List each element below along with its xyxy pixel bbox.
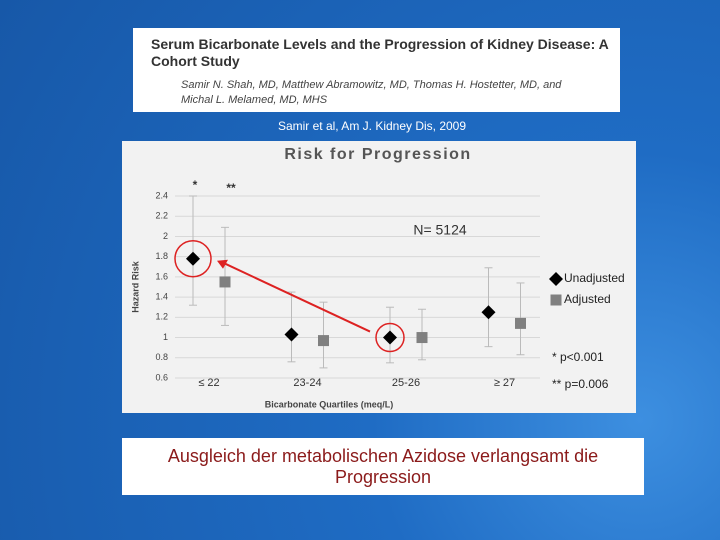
legend-swatch (549, 272, 563, 286)
data-point (383, 330, 397, 345)
y-tick-label: 0.6 (155, 372, 168, 382)
legend-label: Adjusted (564, 292, 611, 306)
highlight-circle (375, 322, 405, 353)
x-tick-label: 25-26 (392, 377, 420, 389)
y-tick-label: 0.8 (155, 352, 168, 362)
caption-box: Ausgleich der metabolischen Azidose verl… (122, 438, 644, 495)
paper-box: Serum Bicarbonate Levels and the Progres… (133, 28, 620, 112)
citation: Samir et al, Am J. Kidney Dis, 2009 (277, 119, 467, 133)
y-tick-label: 2.4 (155, 190, 168, 200)
arrow (222, 261, 371, 333)
legend-swatch (550, 294, 562, 306)
legend-label: Unadjusted (564, 271, 625, 285)
paper-title: Serum Bicarbonate Levels and the Progres… (151, 36, 609, 69)
note: ** p=0.006 (552, 377, 609, 391)
data-point (186, 251, 200, 266)
x-tick-label: ≥ 27 (494, 377, 515, 389)
y-tick-label: 2.2 (155, 211, 168, 221)
data-point (284, 327, 299, 342)
annotation: ** (226, 181, 236, 195)
annotation: * (193, 178, 198, 192)
data-point (416, 332, 428, 344)
highlight-circle (174, 239, 212, 278)
y-tick-label: 1.2 (155, 312, 168, 322)
data-point (318, 335, 329, 347)
paper-authors: Samir N. Shah, MD, Matthew Abramowitz, M… (181, 79, 562, 106)
data-point (481, 305, 496, 320)
note: * p<0.001 (552, 350, 604, 364)
x-tick-label: 23-24 (293, 377, 321, 389)
y-tick-label: 1.4 (155, 291, 168, 301)
annotation: N= 5124 (413, 222, 467, 238)
y-tick-label: 1 (163, 332, 168, 342)
x-tick-label: ≤ 22 (198, 377, 219, 389)
data-point (219, 276, 231, 288)
y-tick-label: 1.8 (155, 251, 168, 261)
chart-title: Risk for Progression (284, 146, 471, 163)
y-axis-title: Hazard Risk (130, 260, 140, 313)
x-axis-title: Bicarbonate Quartiles (meq/L) (265, 399, 394, 409)
data-point (515, 317, 526, 329)
y-tick-label: 1.6 (155, 271, 168, 281)
caption: Ausgleich der metabolischen Azidose verl… (167, 446, 599, 487)
y-tick-label: 2 (163, 231, 168, 241)
arrow-head (217, 259, 228, 269)
